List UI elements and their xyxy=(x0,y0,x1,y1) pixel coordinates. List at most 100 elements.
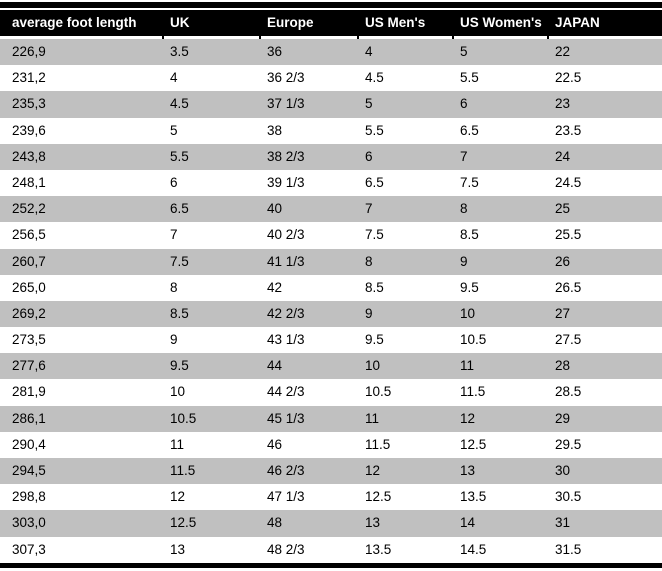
table-cell: 9.5 xyxy=(170,358,189,374)
table-row: 248,1 6 39 1/3 6.5 7.5 24.5 xyxy=(0,169,662,197)
table-cell: 37 1/3 xyxy=(267,96,305,112)
table-cell: 4.5 xyxy=(170,96,189,112)
table-cell: 248,1 xyxy=(12,174,46,190)
table-cell: 265,0 xyxy=(12,279,46,295)
table-cell: 29 xyxy=(555,410,571,426)
table-cell: 48 xyxy=(267,515,283,531)
table-cell: 40 xyxy=(267,201,283,217)
table-cell: 38 xyxy=(267,122,283,138)
table-cell: 41 1/3 xyxy=(267,253,305,269)
table-cell: 4.5 xyxy=(365,70,384,86)
column-boundary-ticks xyxy=(0,36,662,39)
table-cell: 44 xyxy=(267,358,283,374)
table-cell: 36 2/3 xyxy=(267,70,305,86)
table-cell: 27 xyxy=(555,305,571,321)
table-row: 256,5 7 40 2/3 7.5 8.5 25.5 xyxy=(0,222,662,249)
table-cell: 4 xyxy=(365,44,373,59)
table-cell: 22.5 xyxy=(555,70,582,86)
table-cell: 7.5 xyxy=(460,174,479,190)
table-cell: 6.5 xyxy=(365,174,384,190)
table-cell: 31.5 xyxy=(555,541,582,557)
table-row: 294,5 11.5 46 2/3 12 13 30 xyxy=(0,458,662,485)
table-cell: 9.5 xyxy=(460,279,479,295)
table-cell: 24 xyxy=(555,148,571,164)
table-cell: 25 xyxy=(555,201,571,217)
table-cell: 23.5 xyxy=(555,122,582,138)
table-row: 290,4 11 46 11.5 12.5 29.5 xyxy=(0,431,662,458)
table-top-rule xyxy=(0,2,662,8)
table-cell: 260,7 xyxy=(12,253,46,269)
table-cell: 10.5 xyxy=(170,410,197,426)
table-cell: 11 xyxy=(460,358,475,374)
table-cell: 8.5 xyxy=(365,279,384,295)
table-cell: 231,2 xyxy=(12,70,46,86)
column-tick xyxy=(162,36,164,39)
table-cell: 9.5 xyxy=(365,332,384,348)
table-cell: 42 2/3 xyxy=(267,305,305,321)
table-cell: 30.5 xyxy=(555,489,582,505)
table-cell: 11.5 xyxy=(460,384,486,400)
table-cell: 3.5 xyxy=(170,44,189,59)
table-cell: 5 xyxy=(460,44,468,59)
table-row: 239,6 5 38 5.5 6.5 23.5 xyxy=(0,117,662,144)
table-cell: 12 xyxy=(460,410,476,426)
column-tick xyxy=(259,36,261,39)
table-cell: 239,6 xyxy=(12,122,46,138)
table-cell: 10.5 xyxy=(460,332,487,348)
table-cell: 10 xyxy=(365,358,381,374)
table-cell: 9 xyxy=(170,332,178,348)
column-header-average-foot-length: average foot length xyxy=(12,15,137,30)
table-cell: 39 1/3 xyxy=(267,174,305,190)
table-cell: 6 xyxy=(460,96,468,112)
table-cell: 277,6 xyxy=(12,358,46,374)
table-cell: 290,4 xyxy=(12,436,46,452)
table-cell: 9 xyxy=(365,305,373,321)
table-cell: 11.5 xyxy=(170,463,196,478)
column-header-japan: JAPAN xyxy=(555,15,600,30)
table-row: 252,2 6.5 40 7 8 25 xyxy=(0,196,662,223)
table-row: 235,3 4.5 37 1/3 5 6 23 xyxy=(0,91,662,118)
table-cell: 31 xyxy=(555,515,571,531)
table-row: 265,0 8 42 8.5 9.5 26.5 xyxy=(0,274,662,301)
table-row: 273,5 9 43 1/3 9.5 10.5 27.5 xyxy=(0,327,662,354)
table-cell: 4 xyxy=(170,70,178,86)
table-cell: 303,0 xyxy=(12,515,46,531)
table-cell: 22 xyxy=(555,44,571,59)
column-tick xyxy=(357,36,359,39)
table-row: 286,1 10.5 45 1/3 11 12 29 xyxy=(0,405,662,432)
table-cell: 42 xyxy=(267,279,283,295)
table-cell: 294,5 xyxy=(12,463,46,478)
column-tick xyxy=(547,36,549,39)
table-cell: 26.5 xyxy=(555,279,582,295)
table-row: 307,3 13 48 2/3 13.5 14.5 31.5 xyxy=(0,536,662,563)
table-header-row: average foot length UK Europe US Men's US Wo… xyxy=(0,10,662,36)
table-cell: 9 xyxy=(460,253,468,269)
table-cell: 298,8 xyxy=(12,489,46,505)
table-cell: 14 xyxy=(460,515,476,531)
table-cell: 12 xyxy=(365,463,381,478)
table-cell: 286,1 xyxy=(12,410,46,426)
table-cell: 45 1/3 xyxy=(267,410,305,426)
table-row: 303,0 12.5 48 13 14 31 xyxy=(0,510,662,537)
table-cell: 28.5 xyxy=(555,384,582,400)
table-cell: 281,9 xyxy=(12,384,46,400)
column-header-uk: UK xyxy=(170,15,190,30)
table-row: 281,9 10 44 2/3 10.5 11.5 28.5 xyxy=(0,379,662,406)
table-cell: 36 xyxy=(267,44,283,59)
table-cell: 307,3 xyxy=(12,541,46,557)
table-cell: 47 1/3 xyxy=(267,489,305,505)
table-cell: 12 xyxy=(170,489,186,505)
table-cell: 24.5 xyxy=(555,174,582,190)
table-row: 243,8 5.5 38 2/3 6 7 24 xyxy=(0,143,662,170)
table-row: 260,7 7.5 41 1/3 8 9 26 xyxy=(0,248,662,275)
table-cell: 7.5 xyxy=(365,227,384,243)
table-cell: 29.5 xyxy=(555,436,582,452)
table-body: 226,9 3.5 36 4 5 22 231,2 4 36 2/3 4.5 5.5 22.5 235,… xyxy=(0,39,662,563)
table-cell: 46 xyxy=(267,436,283,452)
table-cell: 13 xyxy=(460,463,476,478)
table-cell: 12.5 xyxy=(460,436,487,452)
table-cell: 13.5 xyxy=(460,489,487,505)
table-cell: 26 xyxy=(555,253,571,269)
table-row: 231,2 4 36 2/3 4.5 5.5 22.5 xyxy=(0,65,662,92)
